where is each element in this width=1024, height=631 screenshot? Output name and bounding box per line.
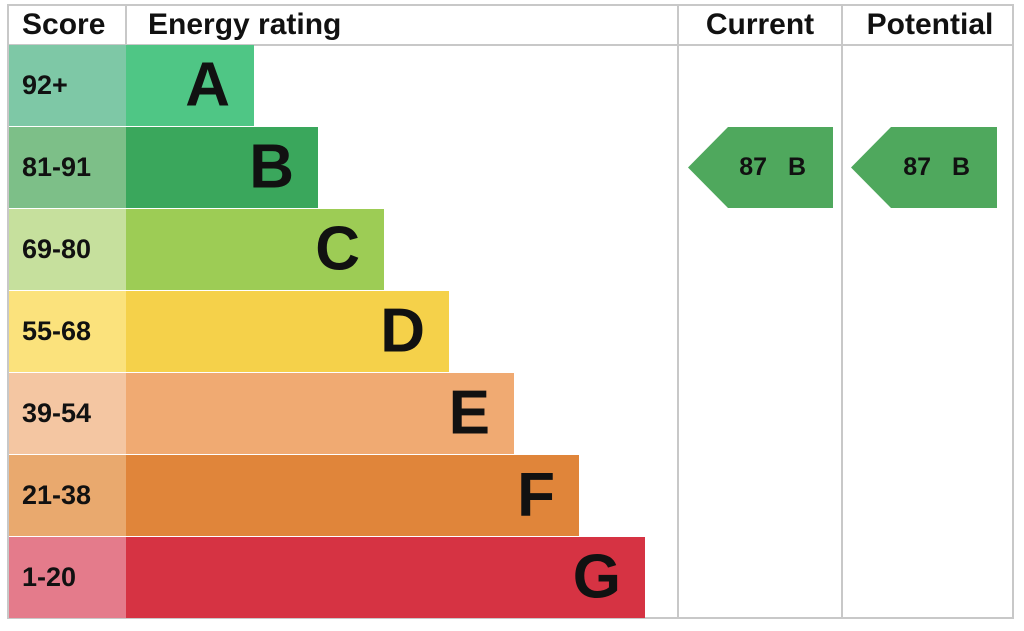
potential-arrow (851, 127, 997, 208)
current-score: 87 (739, 153, 767, 181)
current-letter: B (788, 153, 806, 181)
rating-bar (126, 455, 579, 536)
score-cell (9, 373, 126, 454)
rating-letter: A (185, 50, 230, 119)
potential-letter: B (952, 153, 970, 181)
rating-letter: C (315, 214, 360, 283)
score-range: 39-54 (22, 398, 91, 428)
rating-letter: G (573, 542, 621, 611)
score-range: 69-80 (22, 234, 91, 264)
score-cell (9, 127, 126, 208)
header-rating: Energy rating (148, 8, 341, 41)
score-range: 1-20 (22, 562, 76, 592)
score-cell (9, 209, 126, 290)
header-potential: Potential (867, 8, 994, 41)
score-range: 21-38 (22, 480, 91, 510)
rating-letter: E (449, 378, 490, 447)
rating-letter: B (249, 132, 294, 201)
rating-letter: D (380, 296, 425, 365)
score-cell (9, 455, 126, 536)
rating-letter: F (517, 460, 555, 529)
header-score: Score (22, 8, 105, 41)
potential-score: 87 (903, 153, 931, 181)
score-range: 92+ (22, 70, 68, 100)
current-arrow (688, 127, 833, 208)
rating-bar (126, 45, 254, 126)
rating-bar (126, 373, 514, 454)
rating-bar (126, 127, 318, 208)
rating-bar (126, 209, 384, 290)
score-range: 81-91 (22, 152, 91, 182)
rating-bar (126, 537, 645, 618)
header-current: Current (706, 8, 814, 41)
rating-bar (126, 291, 449, 372)
score-cell (9, 537, 126, 618)
score-range: 55-68 (22, 316, 91, 346)
score-cell (9, 45, 126, 126)
score-cell (9, 291, 126, 372)
